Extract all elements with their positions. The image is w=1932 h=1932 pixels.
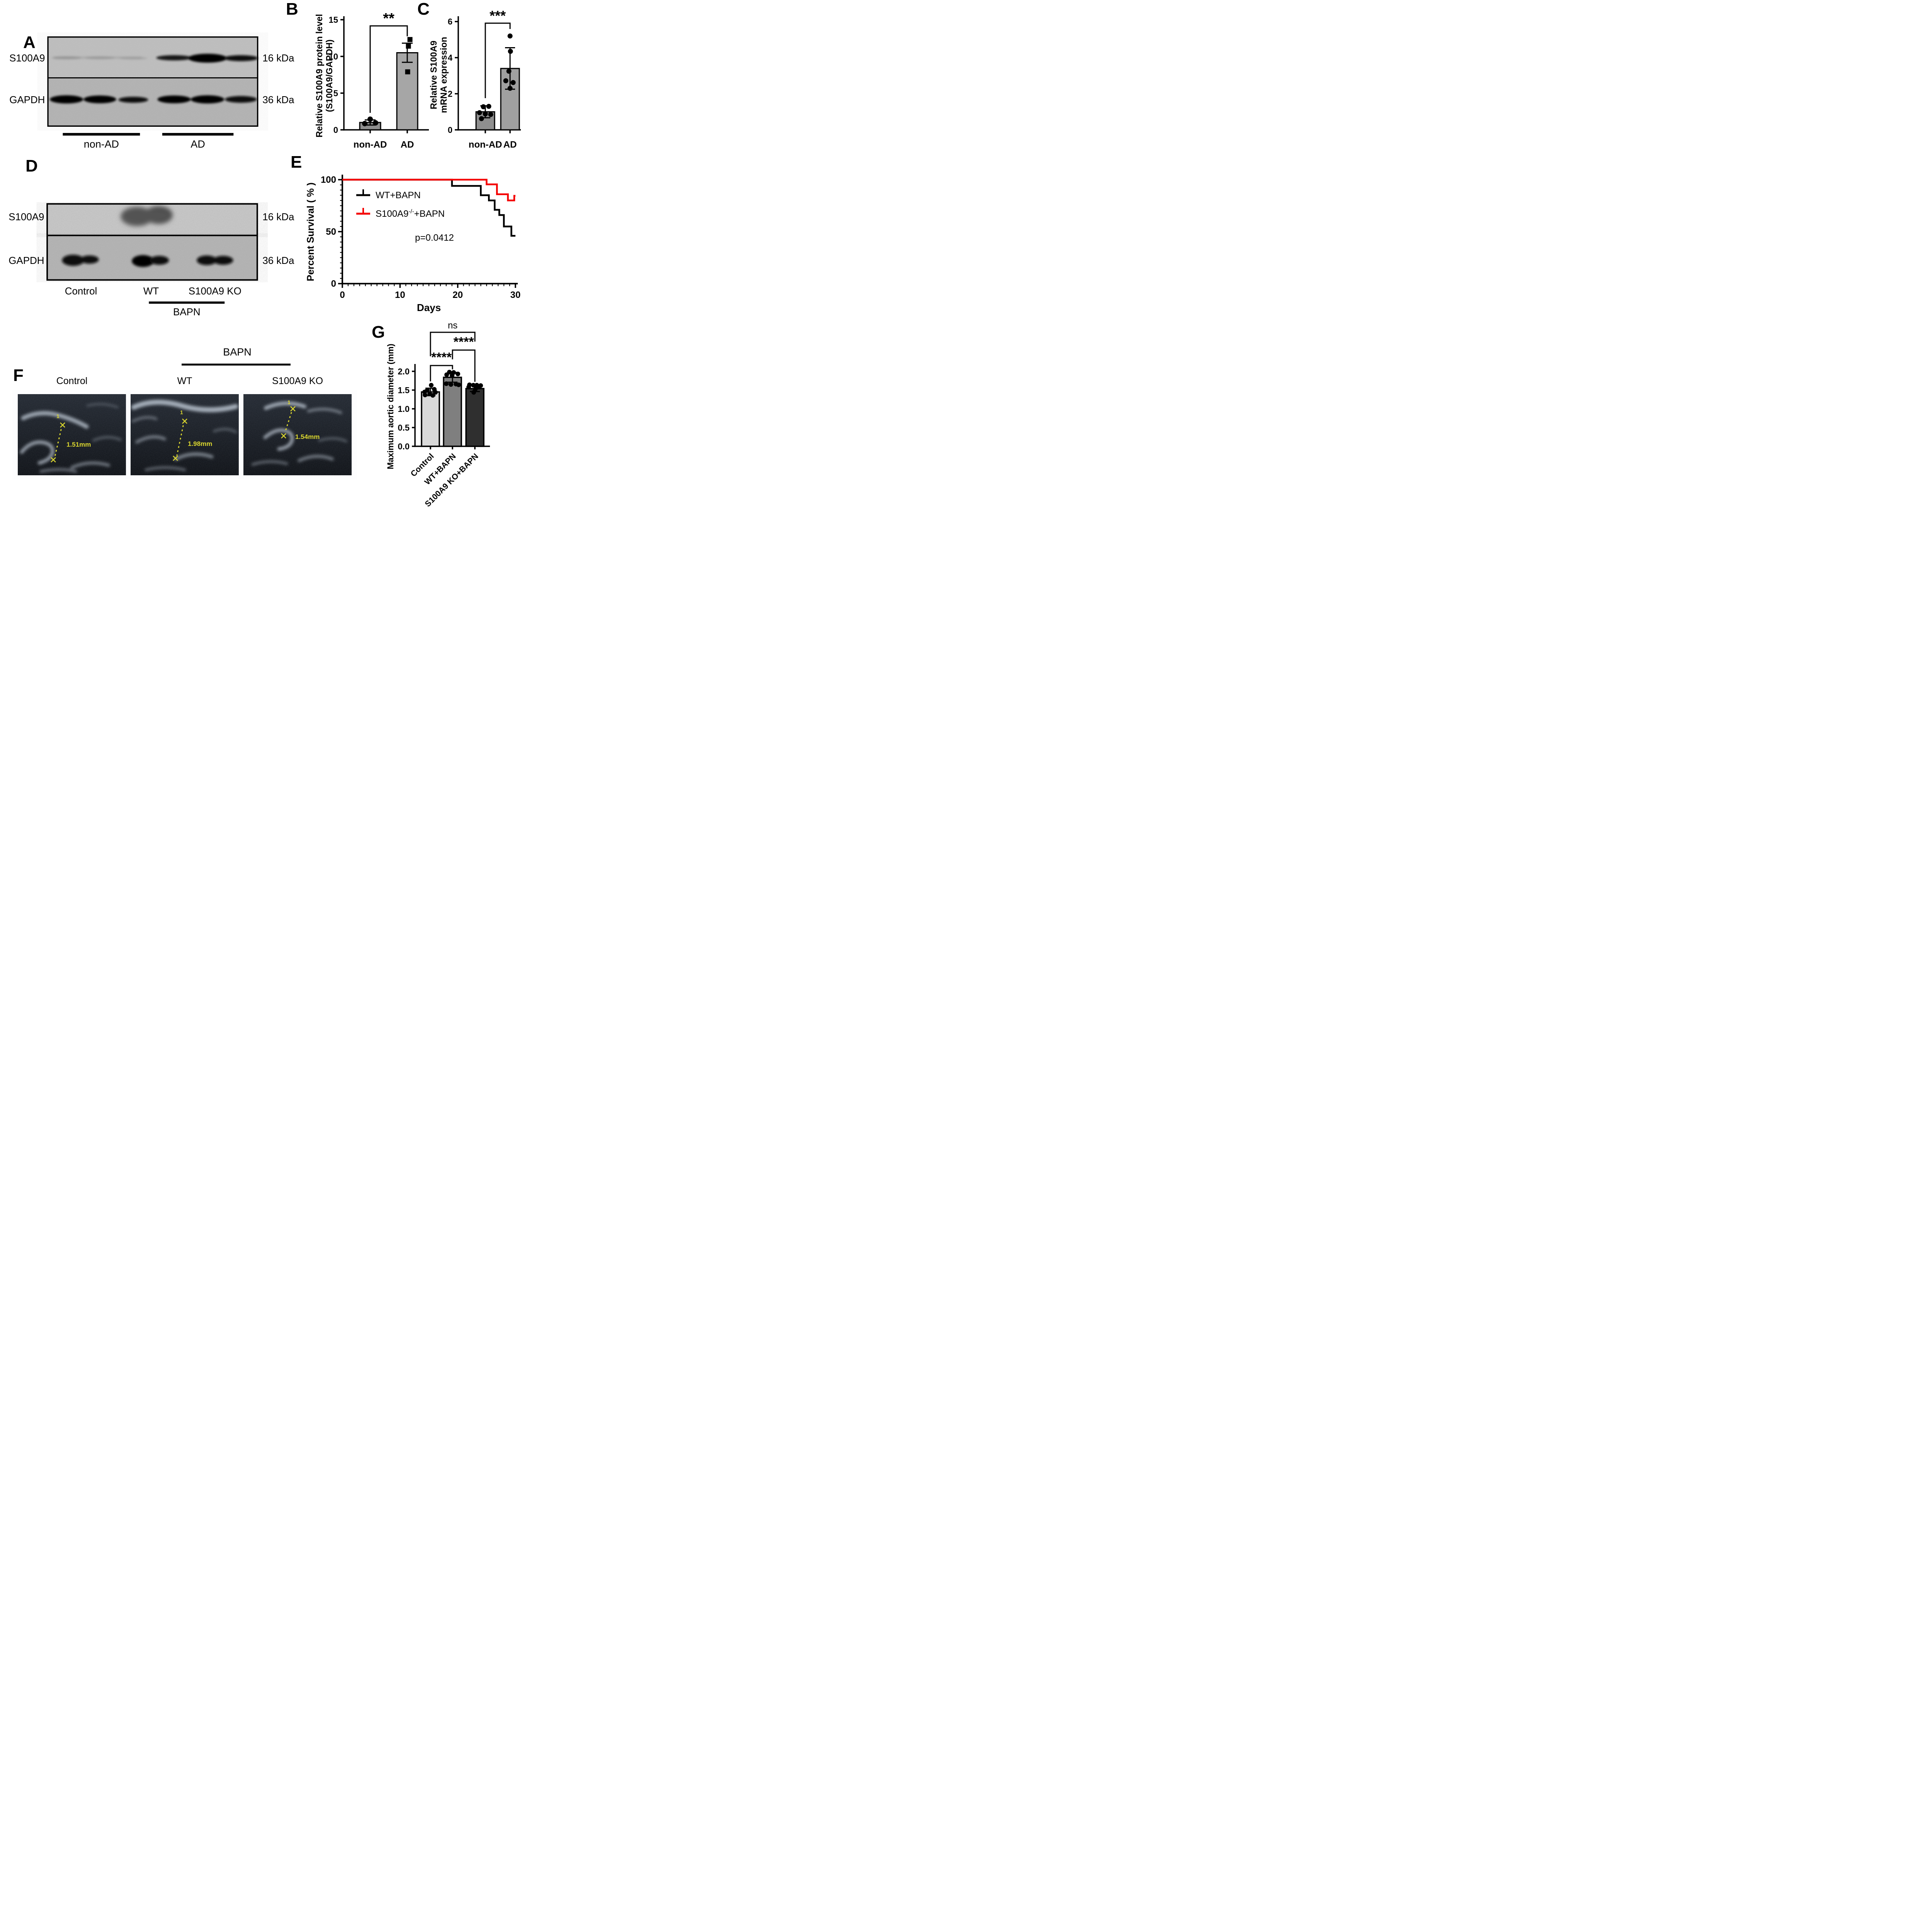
legend-entry: S100A9-/-+BAPN [376, 208, 445, 219]
chart-text: 2.0 [398, 367, 410, 376]
chart-text: ns [448, 320, 457, 331]
chart-text: 4 [448, 53, 453, 63]
caliper-number: 1 [287, 399, 291, 405]
chart-text: (S100A9/GAPDH) [324, 39, 334, 112]
caliper-x-bottom [173, 456, 178, 461]
group-label-non-ad: non-AD [84, 138, 119, 150]
measurement-annotation: 1 1.54mm [281, 399, 320, 440]
chart-text: ** [383, 10, 395, 27]
ultrasound-control: 1 1.51mm [18, 394, 126, 475]
ultrasound-wt: 1 1.98mm [131, 394, 239, 475]
chart-text: 5 [333, 88, 338, 98]
chart-text: 0 [333, 125, 338, 135]
chart-text: mRNA expression [439, 37, 449, 113]
chart-text: Percent Survival ( % ) [305, 182, 316, 281]
panel-d-blot: S100A9 GAPDH 16 kDa 36 kDa Control WT S1… [9, 203, 294, 318]
blot-d-image [46, 203, 258, 281]
blot-d-row-s100a9-label: S100A9 [9, 212, 44, 223]
measurement-annotation: 1 1.51mm [51, 413, 91, 463]
blot-d-s100a9-band [121, 206, 173, 226]
figure-page: A B C D E F G [0, 0, 531, 541]
panel-b-chart: 0 5 10 15 non-AD AD Relative S100A9 protein le… [314, 10, 429, 150]
caliper-dotted-line [284, 412, 292, 433]
panel-f-letter: F [13, 366, 24, 385]
chart-text: Relative S100A9 protein level [314, 14, 324, 138]
blot-a-marker-16kda: 16 kDa [262, 53, 294, 64]
blot-a-row-gapdh-label: GAPDH [9, 95, 45, 105]
measurement-value: 1.51mm [66, 441, 91, 448]
panel-c-chart: 0 2 4 6 non-AD AD Relative S100A9 mRNA expressi… [429, 8, 521, 150]
chart-text: 100 [321, 175, 336, 185]
chart-text: 0.5 [398, 423, 410, 432]
panel-d-letter: D [26, 156, 38, 175]
chart-text: non-AD [469, 139, 502, 150]
us-label-s100a9-ko: S100A9 KO [272, 376, 323, 386]
ultrasound-s100a9-ko: 1 1.54mm [243, 394, 352, 475]
chart-text: 10 [395, 290, 405, 300]
caliper-x-bottom [51, 457, 56, 463]
us-label-wt: WT [177, 376, 192, 386]
chart-text: 2 [448, 89, 452, 99]
legend-entry: WT+BAPN [376, 190, 421, 201]
blot-d-marker-16kda: 16 kDa [262, 212, 294, 223]
chart-text: 0.0 [398, 442, 410, 451]
panel-e-chart: 0 50 100 0 10 20 30 Days Percent Survival ( % ) W… [305, 175, 521, 313]
chart-text: 0 [448, 125, 452, 135]
group-label-ad: AD [190, 138, 205, 150]
chart-text: Relative S100A9 [429, 41, 439, 109]
chart-text: AD [401, 139, 414, 150]
panel-f-ultrasounds: 1 1.51mm 1 [18, 394, 352, 475]
chart-text: **** [454, 335, 474, 349]
bapn-label-d: BAPN [173, 307, 201, 318]
panel-a-blot: S100A9 GAPDH 16 kDa 36 kDa non-AD AD [9, 36, 294, 150]
lane-label-wt: WT [143, 286, 159, 297]
chart-text: 6 [448, 17, 452, 27]
chart-text: 0 [331, 279, 336, 289]
caliper-x-top [182, 418, 187, 424]
panel-c-letter: C [417, 0, 430, 19]
chart-text: 1.5 [398, 385, 410, 395]
caliper-number: 1 [56, 413, 60, 419]
chart-text: **** [431, 350, 452, 365]
chart-text: AD [503, 139, 517, 150]
caliper-x-top [290, 406, 296, 412]
panel-a-letter: A [23, 33, 36, 52]
chart-text: 30 [510, 290, 521, 300]
measurement-value: 1.54mm [295, 433, 320, 440]
measurement-value: 1.98mm [188, 440, 212, 447]
blot-d-row-gapdh-label: GAPDH [9, 255, 44, 266]
blot-a-bands [49, 54, 258, 104]
chart-text: 10 [329, 52, 338, 61]
us-label-control: Control [56, 376, 88, 386]
chart-text: 50 [326, 227, 336, 237]
chart-text: non-AD [354, 139, 387, 150]
blot-a-row-s100a9-label: S100A9 [9, 53, 45, 64]
blot-a-marker-36kda: 36 kDa [262, 95, 294, 105]
measurement-annotation: 1 1.98mm [173, 409, 212, 461]
caliper-dotted-line [54, 429, 62, 457]
chart-text: 0 [340, 290, 345, 300]
chart-text: Maximum aortic diameter (mm) [386, 344, 395, 469]
chart-text: p=0.0412 [415, 233, 454, 243]
blot-d-gapdh-bands [62, 255, 233, 267]
caliper-number: 1 [180, 409, 183, 415]
panel-g-letter: G [372, 323, 385, 342]
caliper-dotted-line [176, 425, 184, 456]
chart-text: 15 [329, 15, 338, 25]
panel-b-letter: B [286, 0, 298, 19]
caliper-x-top [60, 422, 65, 428]
blot-d-marker-36kda: 36 kDa [262, 255, 294, 266]
chart-text: 1.0 [398, 404, 410, 414]
lane-label-control: Control [65, 286, 97, 297]
caliper-x-bottom [281, 433, 286, 439]
panel-e-letter: E [291, 153, 302, 172]
blot-a-image [47, 36, 259, 127]
lane-label-s100a9-ko: S100A9 KO [189, 286, 242, 297]
chart-text: 20 [452, 290, 463, 300]
bapn-underline-f [182, 364, 291, 366]
chart-text: *** [490, 8, 506, 24]
bapn-label-f: BAPN [223, 346, 252, 358]
chart-text: Days [417, 302, 441, 313]
